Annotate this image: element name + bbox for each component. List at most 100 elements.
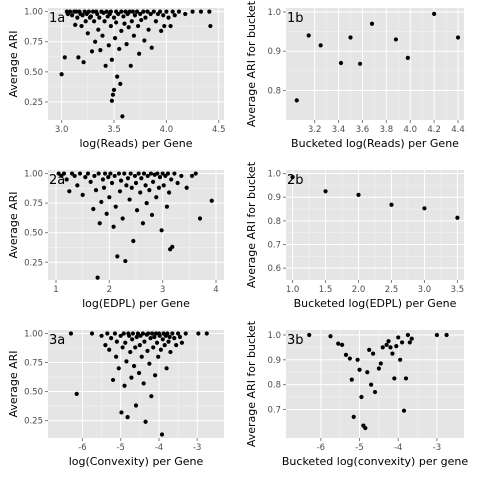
data-point (119, 28, 124, 33)
data-point (74, 391, 79, 396)
y-axis-title: Average ARI (7, 191, 20, 258)
data-point (365, 370, 370, 375)
data-point (89, 49, 95, 54)
data-point (147, 188, 152, 193)
data-point (168, 23, 173, 29)
x-tick-label: 1.5 (319, 285, 333, 295)
data-point (85, 171, 91, 176)
data-point (116, 11, 121, 17)
data-point (102, 171, 108, 176)
y-tick-label: 0.6 (267, 264, 281, 274)
data-point (116, 366, 121, 371)
data-point (118, 178, 124, 183)
y-axis-title: Average ARI for bucket (245, 0, 258, 127)
y-tick-label: 0.75 (24, 199, 43, 209)
data-point (134, 208, 140, 213)
data-point (158, 347, 163, 352)
data-point (189, 173, 195, 179)
data-point (170, 244, 175, 249)
data-point (196, 331, 201, 336)
data-point (122, 383, 127, 388)
data-point (80, 13, 85, 18)
data-point (83, 174, 88, 180)
data-point (103, 342, 108, 348)
x-tick-label: 4.4 (451, 125, 465, 135)
data-point (149, 212, 155, 218)
data-point (432, 11, 437, 16)
data-point (336, 341, 341, 346)
data-point (197, 216, 203, 221)
data-point (407, 340, 412, 345)
data-point (139, 354, 144, 359)
data-point (177, 334, 183, 340)
data-point (109, 336, 114, 341)
data-point (115, 254, 120, 259)
data-point (97, 221, 102, 226)
data-point (111, 15, 117, 20)
data-point (176, 9, 182, 14)
data-point (343, 352, 349, 357)
data-point (204, 331, 209, 336)
data-point (128, 171, 133, 176)
y-tick-label: 0.25 (24, 417, 43, 427)
data-point (359, 394, 364, 400)
data-point (351, 414, 356, 419)
data-point (389, 202, 394, 207)
data-point (166, 190, 172, 195)
data-point (455, 215, 460, 220)
data-point (369, 382, 374, 387)
data-point (162, 342, 167, 348)
data-point (328, 334, 333, 339)
y-tick-label: 0.75 (24, 38, 43, 48)
data-point (170, 9, 175, 14)
y-axis-title: Average ARI (7, 350, 20, 417)
data-point (392, 376, 397, 381)
x-tick-label: 3.6 (356, 125, 370, 135)
x-tick-label: 3.8 (380, 125, 394, 135)
data-point (124, 183, 129, 188)
data-point (96, 171, 101, 176)
data-point (455, 35, 461, 40)
x-tick-label: 1 (53, 285, 58, 295)
data-point (347, 356, 352, 361)
data-point (294, 98, 299, 103)
data-point (129, 19, 134, 24)
data-point (129, 185, 134, 190)
data-point (77, 171, 83, 176)
data-point (135, 23, 141, 29)
data-point (140, 331, 145, 336)
y-tick-label: 0.9 (267, 193, 281, 203)
data-point (306, 33, 311, 38)
data-point (96, 27, 101, 32)
panel-1b: 3.2 3.4 3.6 3.8 4.0 4.2 4.4 0.8 0.9 1.0 1b Bucketed… (245, 0, 465, 150)
data-point (86, 9, 91, 14)
data-point (369, 21, 375, 26)
data-point (108, 9, 113, 14)
data-point (122, 21, 127, 26)
data-point (67, 189, 72, 194)
data-point (59, 72, 64, 77)
data-point (133, 345, 138, 350)
data-point (146, 27, 151, 32)
data-point (153, 19, 159, 24)
data-point (151, 345, 156, 350)
data-point (126, 25, 131, 30)
data-point (119, 410, 124, 415)
data-point (134, 9, 140, 14)
data-point (149, 331, 155, 336)
data-point (155, 171, 160, 176)
x-tick-label: 3.0 (55, 125, 69, 135)
data-point (85, 31, 90, 36)
y-tick-label: 0.50 (24, 229, 43, 239)
data-point (434, 332, 440, 338)
data-point (378, 361, 383, 366)
data-point (166, 15, 171, 20)
data-point (388, 345, 393, 350)
data-point (109, 98, 115, 103)
data-point (130, 331, 136, 336)
y-axis-title: Average ARI for bucket (245, 320, 258, 447)
data-point (394, 344, 399, 349)
data-point (111, 87, 117, 92)
x-tick-label: 3.5 (107, 125, 121, 135)
